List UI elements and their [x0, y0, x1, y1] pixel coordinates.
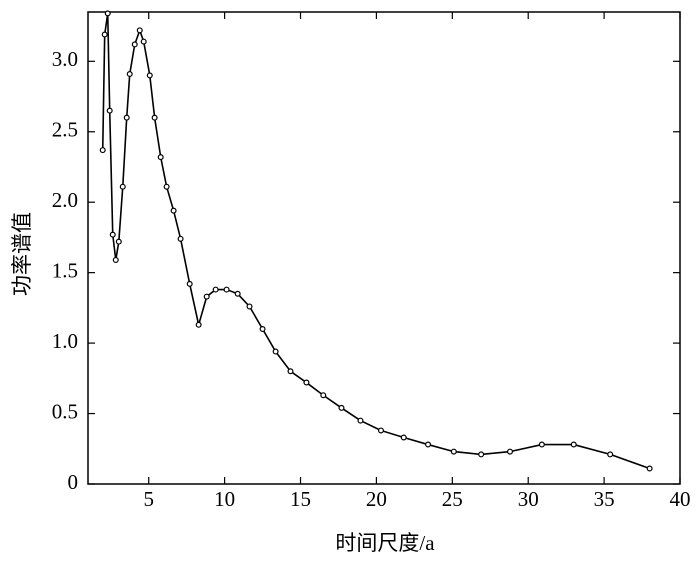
x-tick-label: 10 — [214, 487, 235, 511]
data-line — [101, 13, 650, 470]
y-axis-label: 功率谱值 — [10, 212, 34, 296]
data-point — [338, 404, 345, 411]
data-point — [320, 392, 327, 399]
y-tick-label: 0.5 — [52, 399, 78, 423]
y-tick-label: 0 — [68, 470, 79, 494]
data-point — [425, 441, 432, 448]
data-point — [195, 321, 202, 328]
data-point — [104, 10, 111, 17]
x-tick-label: 35 — [594, 487, 615, 511]
data-point — [163, 183, 170, 190]
data-point — [101, 31, 108, 38]
x-axis-label: 时间尺度/a — [335, 531, 435, 555]
y-tick-label: 2.5 — [52, 118, 78, 142]
data-point — [99, 147, 106, 154]
data-point — [538, 441, 545, 448]
data-point — [506, 448, 513, 455]
plot-frame — [87, 11, 681, 485]
data-point — [303, 379, 310, 386]
data-point — [450, 448, 457, 455]
data-point — [126, 70, 133, 77]
x-tick-label: 25 — [442, 487, 463, 511]
data-point — [146, 72, 153, 79]
x-tick-label: 40 — [670, 487, 691, 511]
data-point — [157, 154, 164, 161]
data-point — [115, 238, 122, 245]
x-tick-label: 15 — [290, 487, 311, 511]
data-point — [646, 465, 653, 472]
data-point — [212, 286, 219, 293]
data-point — [607, 451, 614, 458]
data-point — [234, 290, 241, 297]
data-point — [400, 434, 407, 441]
data-point — [478, 451, 485, 458]
data-point — [131, 41, 138, 48]
x-tick-label: 5 — [143, 487, 154, 511]
data-point — [203, 293, 210, 300]
data-point — [106, 107, 113, 114]
x-tick-label: 30 — [518, 487, 539, 511]
y-tick-label: 3.0 — [52, 47, 78, 71]
data-point — [177, 235, 184, 242]
data-point — [112, 256, 119, 263]
y-tick-label: 2.0 — [52, 188, 78, 212]
data-point — [223, 286, 230, 293]
data-point — [151, 114, 158, 121]
data-point — [119, 183, 126, 190]
data-point — [170, 207, 177, 214]
data-point — [109, 231, 116, 238]
data-point — [123, 114, 130, 121]
y-tick-label: 1.0 — [52, 329, 78, 353]
data-point — [186, 280, 193, 287]
data-point — [272, 348, 279, 355]
data-point — [377, 427, 384, 434]
data-point — [357, 417, 364, 424]
x-tick-label: 20 — [366, 487, 387, 511]
data-point — [246, 303, 253, 310]
data-point — [140, 38, 147, 45]
data-point — [259, 326, 266, 333]
data-point — [136, 27, 143, 34]
data-point — [570, 441, 577, 448]
y-tick-label: 1.5 — [52, 258, 78, 282]
data-point — [287, 368, 294, 375]
